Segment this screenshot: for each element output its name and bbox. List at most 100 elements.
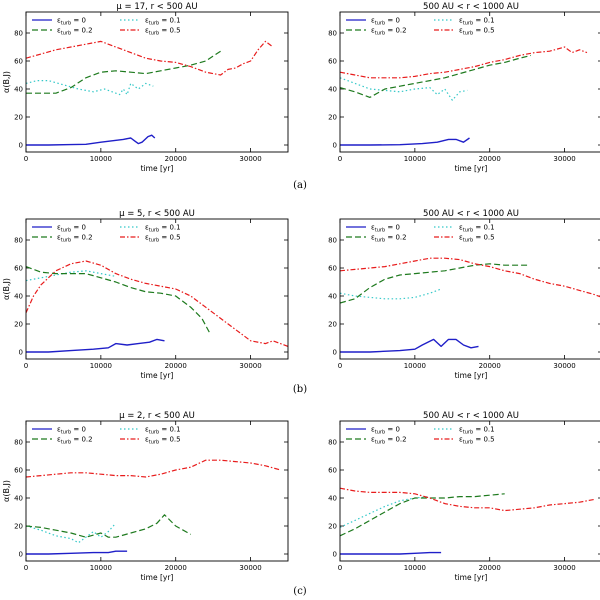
series-group xyxy=(340,46,588,146)
chart-panel-b-left: μ = 5, r < 500 AU 0 10000 20000 30000 0 20 40 60… xyxy=(2,209,289,380)
legend-sub: turb xyxy=(375,21,385,27)
y-tick-label: 80 xyxy=(328,30,337,38)
legend-sub: turb xyxy=(463,238,473,244)
y-tick-label: 60 xyxy=(14,265,23,273)
x-axis-label: time [yr] xyxy=(141,371,174,380)
x-axis-label: time [yr] xyxy=(141,573,174,582)
legend-val: = 0 xyxy=(385,426,400,434)
series-line-3 xyxy=(340,257,600,298)
y-tick-label: 80 xyxy=(328,439,337,447)
plot-frame xyxy=(25,420,289,562)
legend-eps: ε xyxy=(57,436,61,444)
y-tick-label: 60 xyxy=(328,58,337,66)
legend-val: = 0.2 xyxy=(71,27,92,35)
series-group xyxy=(340,487,595,555)
legend-sub: turb xyxy=(149,228,159,234)
x-tick-label: 0 xyxy=(338,564,342,572)
legend-label-2: εturb = 0.2 xyxy=(57,234,93,244)
x-tick-label: 10000 xyxy=(404,155,426,163)
y-axis-label: α(B,J) xyxy=(2,278,11,300)
legend-val: = 0 xyxy=(385,224,400,232)
legend-eps: ε xyxy=(371,27,375,35)
chart-panel-c-left: μ = 2, r < 500 AU 0 10000 20000 30000 0 20 40 60… xyxy=(2,411,289,582)
series-line-3 xyxy=(26,459,281,478)
legend-label-2: εturb = 0.2 xyxy=(371,27,407,37)
legend-val: = 0.5 xyxy=(473,234,494,242)
plot-frame xyxy=(25,11,289,153)
legend-val: = 0 xyxy=(71,426,86,434)
series-line-3 xyxy=(26,260,288,347)
x-tick-label: 30000 xyxy=(553,564,575,572)
legend-eps: ε xyxy=(57,234,61,242)
legend-label-2: εturb = 0.2 xyxy=(57,27,93,37)
legend-val: = 0.2 xyxy=(71,436,92,444)
legend-sub: turb xyxy=(375,238,385,244)
legend-val: = 0 xyxy=(71,224,86,232)
x-tick-label: 30000 xyxy=(553,362,575,370)
legend-sub: turb xyxy=(61,21,71,27)
legend-val: = 0.5 xyxy=(159,436,180,444)
legend-label-2: εturb = 0.2 xyxy=(371,234,407,244)
y-tick-label: 0 xyxy=(333,551,337,559)
y-tick-label: 20 xyxy=(14,321,23,329)
x-tick-label: 20000 xyxy=(479,362,501,370)
y-tick-label: 40 xyxy=(14,495,23,503)
x-tick-label: 30000 xyxy=(239,564,261,572)
y-tick-label: 20 xyxy=(14,523,23,531)
legend-sub: turb xyxy=(149,440,159,446)
series-group xyxy=(26,260,288,353)
series-line-0 xyxy=(340,338,479,353)
x-axis-label: time [yr] xyxy=(455,371,488,380)
legend-label-0: εturb = 0 xyxy=(371,426,400,436)
x-tick-label: 0 xyxy=(338,155,342,163)
legend-sub: turb xyxy=(375,430,385,436)
legend-eps: ε xyxy=(145,17,149,25)
x-tick-label: 0 xyxy=(24,362,28,370)
series-line-2 xyxy=(340,54,532,99)
legend-label-0: εturb = 0 xyxy=(57,224,86,234)
legend-val: = 0.2 xyxy=(385,436,406,444)
y-tick-label: 20 xyxy=(328,321,337,329)
y-tick-label: 40 xyxy=(14,86,23,94)
legend-sub: turb xyxy=(149,21,159,27)
series-line-1 xyxy=(26,522,117,544)
legend-eps: ε xyxy=(145,436,149,444)
x-tick-label: 10000 xyxy=(90,564,112,572)
legend-label-3: εturb = 0.5 xyxy=(459,234,495,244)
legend-sub: turb xyxy=(375,31,385,37)
legend-sub: turb xyxy=(463,430,473,436)
legend-eps: ε xyxy=(145,234,149,242)
legend-label-3: εturb = 0.5 xyxy=(459,27,495,37)
x-tick-label: 20000 xyxy=(479,155,501,163)
legend-label-2: εturb = 0.2 xyxy=(371,436,407,446)
legend-eps: ε xyxy=(145,224,149,232)
x-tick-label: 0 xyxy=(338,362,342,370)
legend-label-1: εturb = 0.1 xyxy=(145,17,181,27)
chart-panel-a-left: μ = 17, r < 500 AU 0 10000 20000 30000 0 20 40 6… xyxy=(2,2,289,173)
y-tick-label: 0 xyxy=(19,551,23,559)
legend-val: = 0.5 xyxy=(159,27,180,35)
plot-frame xyxy=(25,218,289,360)
series-line-2 xyxy=(26,50,221,94)
legend-eps: ε xyxy=(57,17,61,25)
series-line-0 xyxy=(26,550,128,555)
legend-label-1: εturb = 0.1 xyxy=(459,17,495,27)
x-tick-label: 20000 xyxy=(165,362,187,370)
y-tick-label: 40 xyxy=(328,495,337,503)
y-tick-label: 40 xyxy=(14,293,23,301)
legend-sub: turb xyxy=(463,21,473,27)
series-line-0 xyxy=(340,551,442,555)
legend-val: = 0.1 xyxy=(159,426,180,434)
x-tick-label: 10000 xyxy=(90,155,112,163)
y-tick-label: 0 xyxy=(333,349,337,357)
y-axis-label: α(B,J) xyxy=(2,480,11,502)
series-line-1 xyxy=(340,77,468,101)
x-tick-label: 0 xyxy=(24,564,28,572)
y-tick-label: 80 xyxy=(14,30,23,38)
legend-eps: ε xyxy=(145,426,149,434)
chart-panel-c-right: 500 AU < r < 1000 AU 0 10000 20000 30000 0 20 4… xyxy=(328,411,600,582)
legend-val: = 0.2 xyxy=(71,234,92,242)
legend-sub: turb xyxy=(149,238,159,244)
x-tick-label: 10000 xyxy=(404,564,426,572)
